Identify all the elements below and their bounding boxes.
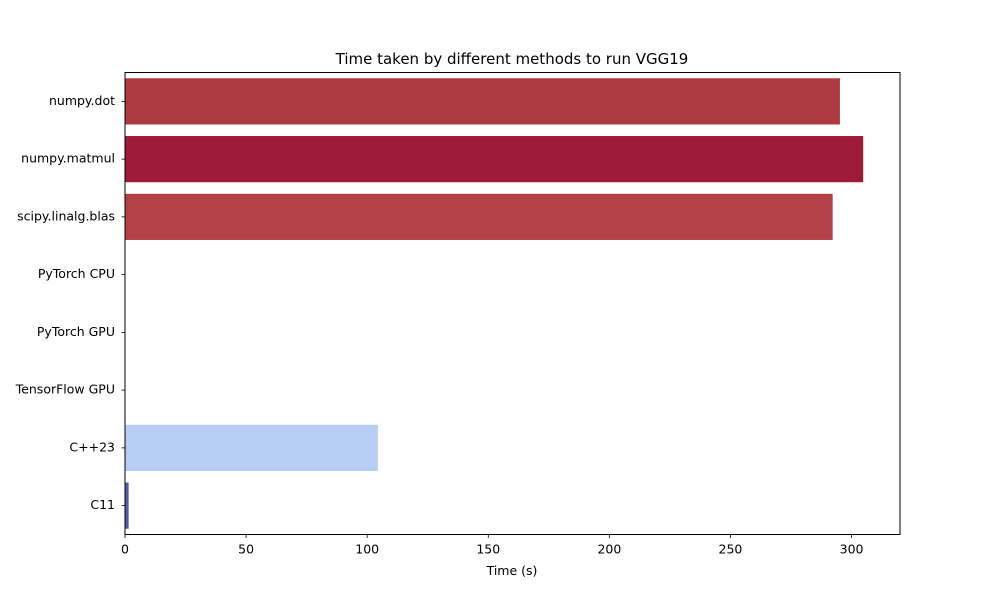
bar-0 [125, 78, 840, 124]
bars [125, 78, 863, 528]
y-tick-label: PyTorch CPU [38, 266, 115, 281]
chart-title: Time taken by different methods to run V… [335, 50, 689, 68]
x-tick-label: 0 [121, 542, 129, 557]
y-tick-label: TensorFlow GPU [15, 382, 115, 397]
x-tick-label: 300 [840, 542, 864, 557]
bar-2 [125, 194, 833, 240]
x-tick-label: 100 [355, 542, 379, 557]
x-axis-ticks: 0 50 100 150 200 250 300 [121, 535, 864, 557]
bar-1 [125, 136, 863, 182]
x-tick-label: 250 [719, 542, 743, 557]
bar-6 [125, 425, 378, 471]
y-axis-ticks: numpy.dot numpy.matmul scipy.linalg.blas Py… [15, 93, 125, 512]
y-tick-label: scipy.linalg.blas [17, 208, 115, 223]
bar-7 [125, 483, 129, 529]
x-axis-label: Time (s) [486, 563, 538, 578]
y-tick-label: C++23 [69, 439, 115, 454]
y-tick-label: PyTorch GPU [37, 324, 115, 339]
y-tick-label: numpy.dot [49, 93, 115, 108]
y-tick-label: numpy.matmul [21, 151, 115, 166]
y-tick-label: C11 [90, 497, 115, 512]
x-tick-label: 150 [476, 542, 500, 557]
x-tick-label: 200 [597, 542, 621, 557]
x-tick-label: 50 [238, 542, 254, 557]
